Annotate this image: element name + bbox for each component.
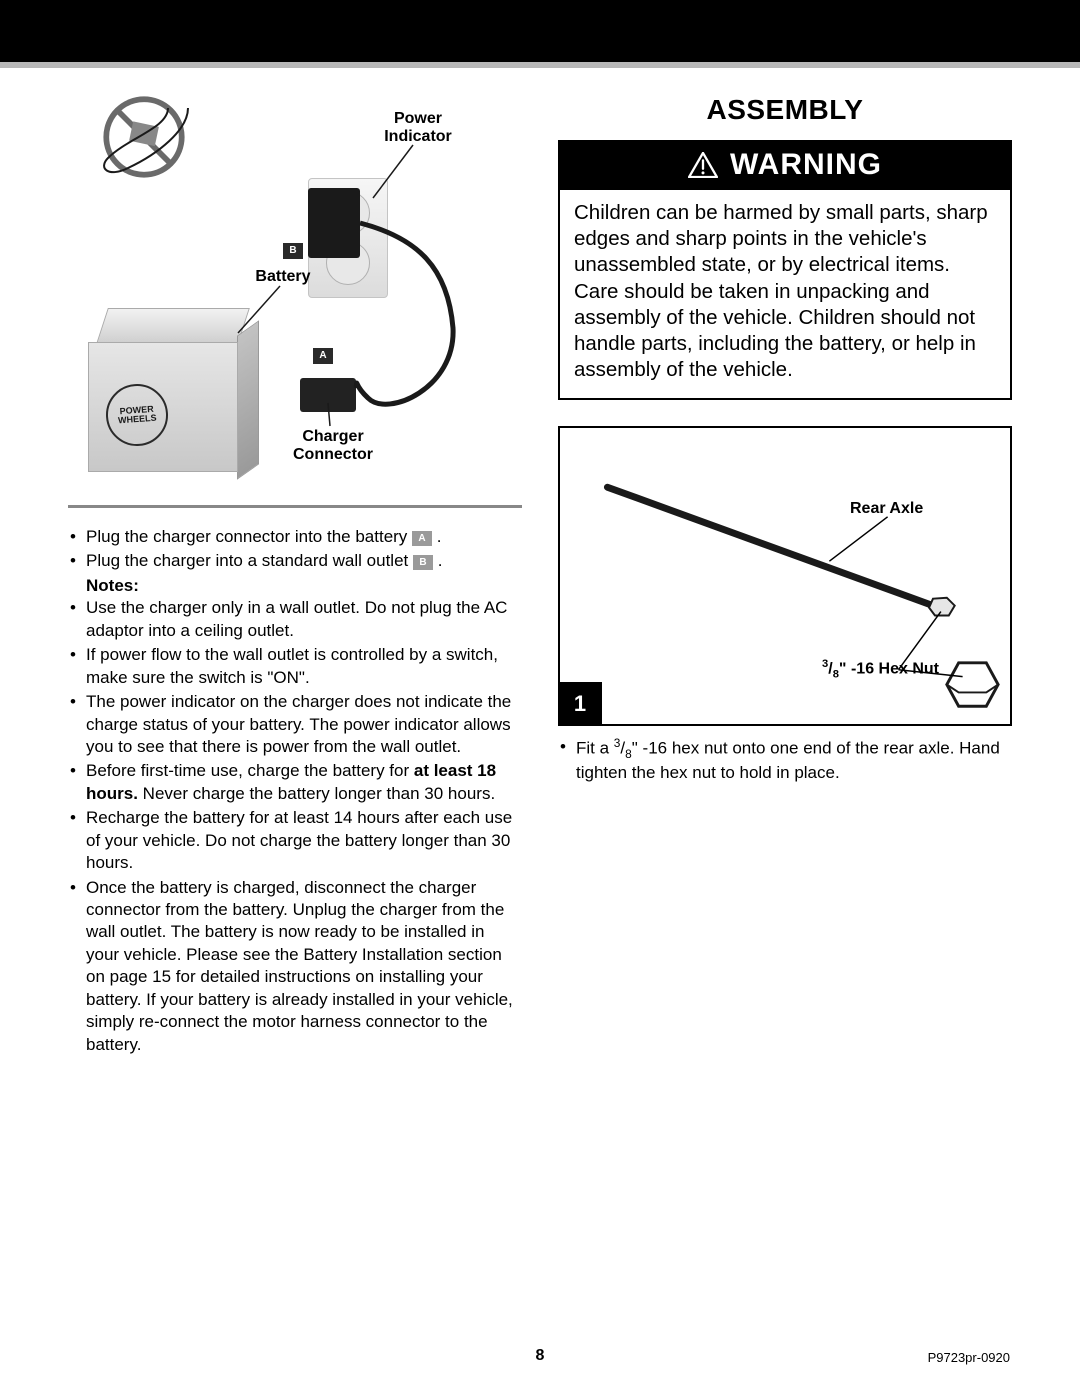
- top-black-bar: [0, 0, 1080, 62]
- page-content: POWER WHEELS Power Indicator Battery Cha…: [0, 68, 1080, 1058]
- step-number: 1: [558, 682, 602, 726]
- left-instructions: Plug the charger connector into the batt…: [68, 526, 522, 1056]
- warning-body: Children can be harmed by small parts, s…: [560, 190, 1010, 398]
- label-rear-axle: Rear Axle: [850, 500, 923, 518]
- bullet-plug-connector: Plug the charger connector into the batt…: [68, 526, 522, 548]
- right-column: ASSEMBLY WARNING Children can be harmed …: [540, 68, 1030, 1058]
- notes-list: Use the charger only in a wall outlet. D…: [68, 597, 522, 758]
- warning-label: WARNING: [730, 148, 882, 182]
- label-battery: Battery: [248, 268, 318, 286]
- label-power-indicator: Power Indicator: [378, 110, 458, 147]
- warning-triangle-icon: [688, 152, 718, 178]
- warning-header: WARNING: [560, 142, 1010, 190]
- bullet-plug-outlet: Plug the charger into a standard wall ou…: [68, 550, 522, 572]
- marker-a: A: [313, 348, 333, 364]
- step-1-bullet: Fit a 3/8" -16 hex nut onto one end of t…: [558, 736, 1012, 785]
- marker-b: B: [283, 243, 303, 259]
- charger-figure: POWER WHEELS Power Indicator Battery Cha…: [68, 88, 522, 508]
- notes-header: Notes:: [68, 575, 522, 597]
- assembly-title: ASSEMBLY: [558, 94, 1012, 126]
- bullet-disconnect: Once the battery is charged, disconnect …: [68, 877, 522, 1057]
- bullet-recharge: Recharge the battery for at least 14 hou…: [68, 807, 522, 874]
- label-hex-nut: 3/8" -16 Hex Nut: [822, 658, 939, 681]
- bullet-first-charge: Before first-time use, charge the batter…: [68, 760, 522, 805]
- document-number: P9723pr-0920: [928, 1350, 1010, 1365]
- label-charger-connector: Charger Connector: [288, 428, 378, 465]
- bullet-list-2: Before first-time use, charge the batter…: [68, 760, 522, 1056]
- note-1: Use the charger only in a wall outlet. D…: [68, 597, 522, 642]
- left-column: POWER WHEELS Power Indicator Battery Cha…: [50, 68, 540, 1058]
- rear-axle-graphic: [560, 428, 1010, 724]
- warning-box: WARNING Children can be harmed by small …: [558, 140, 1012, 400]
- page-number: 8: [0, 1347, 1080, 1365]
- inline-marker-a: A: [412, 531, 432, 546]
- inline-marker-b: B: [413, 555, 433, 570]
- note-2: If power flow to the wall outlet is cont…: [68, 644, 522, 689]
- note-3: The power indicator on the charger does …: [68, 691, 522, 758]
- step-1-instructions: Fit a 3/8" -16 hex nut onto one end of t…: [558, 736, 1012, 785]
- bullet-list-1: Plug the charger connector into the batt…: [68, 526, 522, 573]
- step-1-figure: Rear Axle 3/8" -16 Hex Nut 1: [558, 426, 1012, 726]
